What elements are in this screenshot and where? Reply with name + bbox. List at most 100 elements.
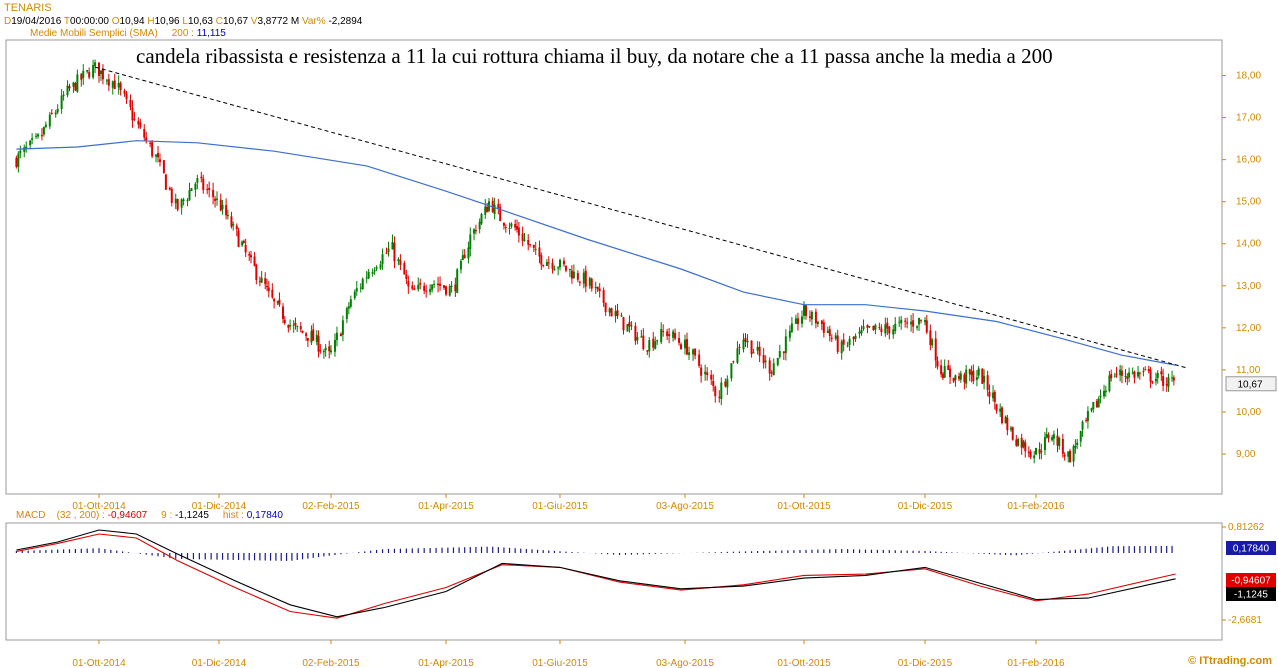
candle — [688, 346, 691, 360]
candle-body — [131, 107, 134, 121]
candle-body — [1162, 376, 1165, 386]
candle — [648, 336, 651, 358]
candle-body — [25, 146, 28, 150]
candle — [776, 357, 779, 367]
candle-body — [17, 153, 20, 167]
candle-body — [521, 233, 524, 241]
candle-body — [826, 330, 829, 334]
candle — [367, 268, 370, 280]
candle — [56, 104, 59, 115]
macd-params: (32 , 200) : — [56, 510, 105, 521]
price-y-tick-label: 9,00 — [1236, 449, 1256, 460]
candle-body — [1045, 434, 1048, 438]
macd-x-tick-label: 02-Feb-2015 — [302, 658, 360, 668]
candle — [219, 193, 222, 212]
candle — [312, 323, 315, 341]
candle-body — [568, 268, 571, 270]
candle-body — [529, 244, 532, 246]
candle-body — [1072, 446, 1075, 462]
candle — [467, 241, 470, 264]
candle-body — [37, 134, 40, 137]
candle — [808, 310, 811, 322]
candle-body — [1119, 369, 1122, 376]
candle-body — [42, 126, 45, 135]
x-tick-label: 01-Ott-2015 — [777, 501, 831, 512]
candle — [1162, 368, 1165, 392]
high-value: 10,96 — [154, 16, 180, 27]
candle — [450, 281, 453, 293]
candle-body — [975, 377, 978, 380]
candle-body — [1095, 401, 1098, 408]
candle — [684, 334, 686, 355]
candle-body — [947, 365, 950, 370]
candle — [1024, 439, 1027, 458]
candle — [1124, 368, 1127, 383]
candle — [680, 342, 683, 350]
candle-body — [101, 68, 104, 80]
volume-key: V — [250, 16, 258, 27]
candle-body — [1113, 375, 1116, 377]
candle — [742, 333, 745, 353]
candle — [610, 307, 613, 317]
candle-body — [1144, 369, 1147, 371]
candle-body — [1076, 442, 1079, 446]
candle-body — [206, 189, 209, 191]
macd-line — [16, 529, 1176, 618]
candle-body — [929, 330, 932, 345]
candle-body — [44, 124, 47, 127]
candle — [399, 254, 402, 271]
candle-body — [168, 187, 171, 190]
candle-body — [149, 142, 152, 144]
candle — [105, 78, 108, 85]
candle — [992, 385, 995, 402]
candle — [1133, 370, 1136, 384]
candle — [910, 314, 913, 332]
candle-body — [918, 317, 921, 325]
candle-body — [776, 357, 779, 366]
candle-body — [816, 321, 819, 324]
candle — [433, 280, 436, 289]
macd-x-tick-label: 01-Ott-2015 — [777, 658, 831, 668]
candle — [692, 348, 695, 361]
candle — [341, 315, 344, 342]
candle-body — [636, 336, 639, 341]
candle — [578, 280, 581, 286]
candle — [405, 269, 408, 285]
candle — [1081, 420, 1084, 437]
candle-body — [1017, 438, 1020, 446]
candle — [347, 302, 350, 315]
price-y-tick-label: 15,00 — [1236, 197, 1261, 208]
candle-body — [379, 264, 382, 269]
candle — [301, 330, 304, 334]
candle — [892, 324, 895, 339]
candle-body — [1151, 381, 1154, 383]
candle — [720, 377, 723, 406]
candle-body — [1156, 373, 1159, 379]
candle — [235, 223, 238, 237]
candle — [968, 368, 971, 382]
candle-body — [796, 318, 799, 324]
candle-body — [200, 176, 203, 179]
candle-body — [970, 371, 973, 376]
candle-body — [502, 222, 505, 226]
candle-body — [170, 188, 173, 203]
candle-body — [54, 112, 57, 115]
candle — [480, 212, 483, 225]
candle — [1104, 385, 1107, 397]
candle — [107, 73, 110, 92]
candle-body — [267, 287, 270, 292]
candle — [730, 363, 733, 382]
candle-body — [1171, 377, 1174, 379]
candle-body — [688, 352, 691, 355]
macd-label: MACD — [16, 510, 46, 521]
candle — [866, 324, 869, 334]
candle — [381, 248, 384, 270]
candle — [129, 94, 132, 111]
candle — [694, 348, 697, 360]
candle-body — [480, 214, 483, 224]
candle — [943, 359, 946, 378]
candle — [1020, 433, 1023, 455]
macd-legend: MACD (32 , 200) : -0,94607 9 : -1,1245 h… — [16, 510, 283, 521]
candle-body — [417, 284, 420, 290]
x-tick-label: 01-Apr-2015 — [418, 501, 474, 512]
